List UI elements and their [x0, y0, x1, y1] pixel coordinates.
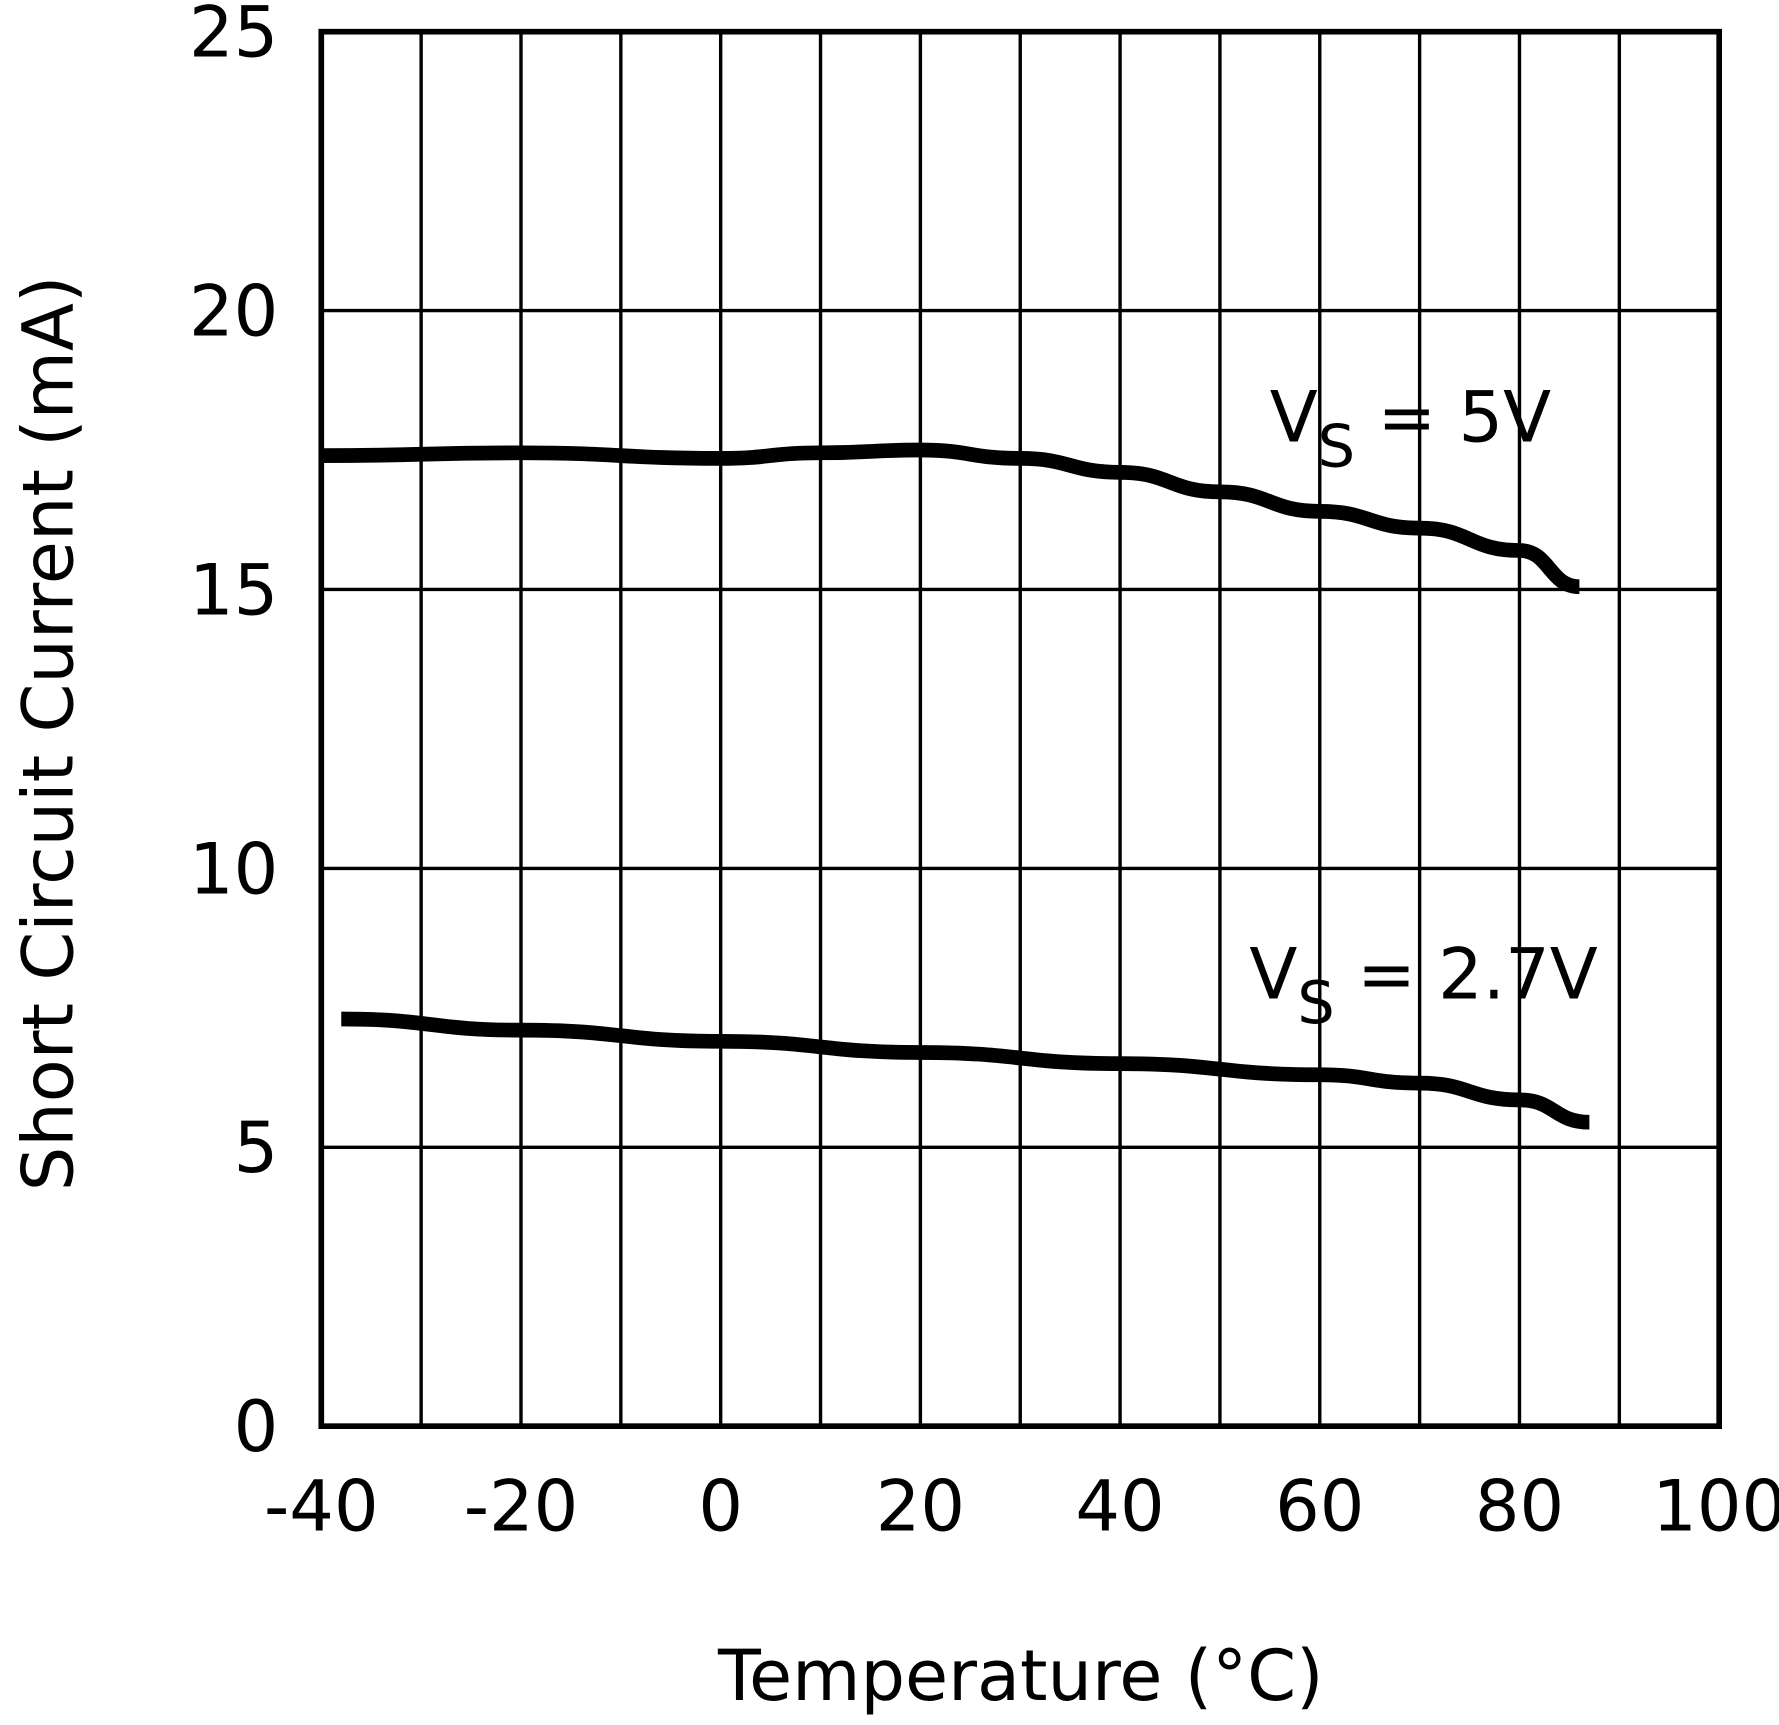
- x-tick-labels: -40 -20 0 20 40 60 80 100: [264, 1465, 1779, 1547]
- y-tick-labels: 0 5 10 15 20 25: [189, 0, 278, 1468]
- series-label-2-7v-rest: = 2.7V: [1335, 933, 1598, 1015]
- series-label-2-7v-sub: S: [1297, 968, 1334, 1037]
- x-tick-label: 100: [1652, 1465, 1779, 1547]
- y-axis-label: Short Circuit Current (mA): [7, 276, 89, 1192]
- x-tick-label: 80: [1475, 1465, 1564, 1547]
- series-lines: [321, 442, 1590, 1130]
- series-label-2-7v-main: V: [1249, 933, 1297, 1015]
- series-line-1: [341, 1011, 1590, 1130]
- x-tick-label: 60: [1275, 1465, 1364, 1547]
- y-tick-label: 25: [189, 0, 278, 74]
- grid: [321, 31, 1720, 1427]
- y-tick-label: 20: [189, 270, 278, 352]
- y-tick-label: 5: [234, 1107, 279, 1189]
- series-label-5v: VS = 5V: [1270, 376, 1551, 480]
- series-label-2-7v: VS = 2.7V: [1249, 933, 1597, 1037]
- plot-frame: [318, 28, 1723, 1430]
- series-label-5v-main: V: [1270, 376, 1318, 458]
- y-tick-label: 0: [234, 1386, 279, 1468]
- x-tick-label: 0: [698, 1465, 743, 1547]
- x-axis-label: Temperature (°C): [717, 1635, 1324, 1717]
- series-label-5v-rest: = 5V: [1355, 376, 1551, 458]
- x-tick-label: -40: [264, 1465, 379, 1547]
- y-tick-label: 15: [189, 549, 278, 631]
- x-tick-label: -20: [464, 1465, 579, 1547]
- series-line-0: [321, 442, 1581, 595]
- series-label-5v-sub: S: [1318, 411, 1355, 480]
- x-tick-label: 20: [876, 1465, 965, 1547]
- x-tick-label: 40: [1075, 1465, 1164, 1547]
- y-tick-label: 10: [189, 828, 278, 910]
